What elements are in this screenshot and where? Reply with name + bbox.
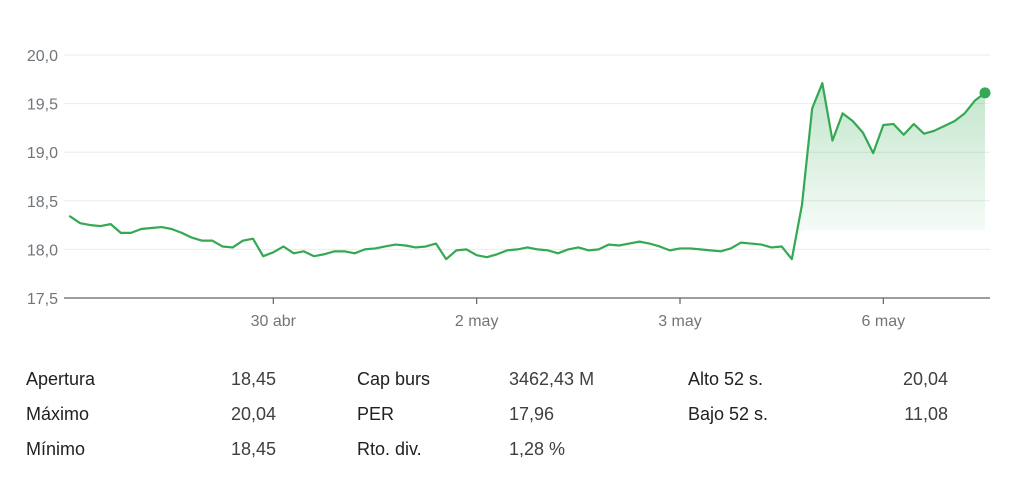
y-tick-label: 18,5 [27, 194, 58, 211]
y-tick-label: 17,5 [27, 291, 58, 308]
stat-row-low: Mínimo 18,45 [26, 432, 276, 467]
stat-label-pe: PER [357, 404, 395, 424]
stat-label-high: Máximo [26, 404, 90, 424]
x-tick-label: 6 may [862, 313, 906, 330]
stat-value-market-cap: 3462,43 M [509, 369, 595, 389]
grid-lines [64, 54, 990, 299]
stat-row-dividend: Rto. div. 1,28 % [357, 432, 617, 467]
stat-label-dividend: Rto. div. [357, 439, 422, 459]
y-tick-label: 19,0 [27, 145, 58, 162]
stat-row-52w-low: Bajo 52 s. 11,08 [688, 397, 948, 432]
x-tick-label: 3 may [658, 313, 702, 330]
stat-value-52w-high: 20,04 [902, 369, 948, 389]
stat-label-open: Apertura [26, 369, 96, 389]
stats-column-2: Cap burs 3462,43 M PER 17,96 Rto. div. 1… [357, 362, 617, 467]
stat-row-open: Apertura 18,45 [26, 362, 276, 397]
stat-value-low: 18,45 [230, 439, 276, 459]
y-tick-label: 20,0 [27, 48, 58, 65]
stat-label-market-cap: Cap burs [357, 369, 431, 389]
stat-row-high: Máximo 20,04 [26, 397, 276, 432]
stat-value-high: 20,04 [230, 404, 276, 424]
y-tick-label: 19,5 [27, 97, 58, 114]
x-tick-label: 2 may [455, 313, 499, 330]
x-axis-ticks: 30 abr 2 may 3 may 6 may [251, 298, 905, 330]
y-tick-label: 18,0 [27, 242, 58, 259]
stats-column-3: Alto 52 s. 20,04 Bajo 52 s. 11,08 [688, 362, 948, 432]
price-area-fill [791, 83, 985, 260]
stat-value-dividend: 1,28 % [509, 439, 566, 459]
stat-value-52w-low: 11,08 [904, 404, 948, 424]
stat-value-open: 18,45 [230, 369, 276, 389]
stat-row-52w-high: Alto 52 s. 20,04 [688, 362, 948, 397]
stat-label-52w-low: Bajo 52 s. [688, 404, 769, 424]
stat-value-pe: 17,96 [509, 404, 555, 424]
price-chart[interactable]: 20,0 19,5 19,0 18,5 18,0 17,5 30 abr 2 may 3 ma… [0, 0, 1024, 340]
price-line [68, 82, 987, 261]
stat-row-market-cap: Cap burs 3462,43 M [357, 362, 617, 397]
last-price-dot [979, 87, 991, 99]
stat-label-52w-high: Alto 52 s. [688, 369, 764, 389]
stat-label-low: Mínimo [26, 439, 86, 459]
stat-row-pe: PER 17,96 [357, 397, 617, 432]
x-tick-label: 30 abr [251, 313, 297, 330]
y-axis-ticks: 20,0 19,5 19,0 18,5 18,0 17,5 [27, 48, 58, 308]
stats-column-1: Apertura 18,45 Máximo 20,04 Mínimo 18,45 [26, 362, 276, 467]
